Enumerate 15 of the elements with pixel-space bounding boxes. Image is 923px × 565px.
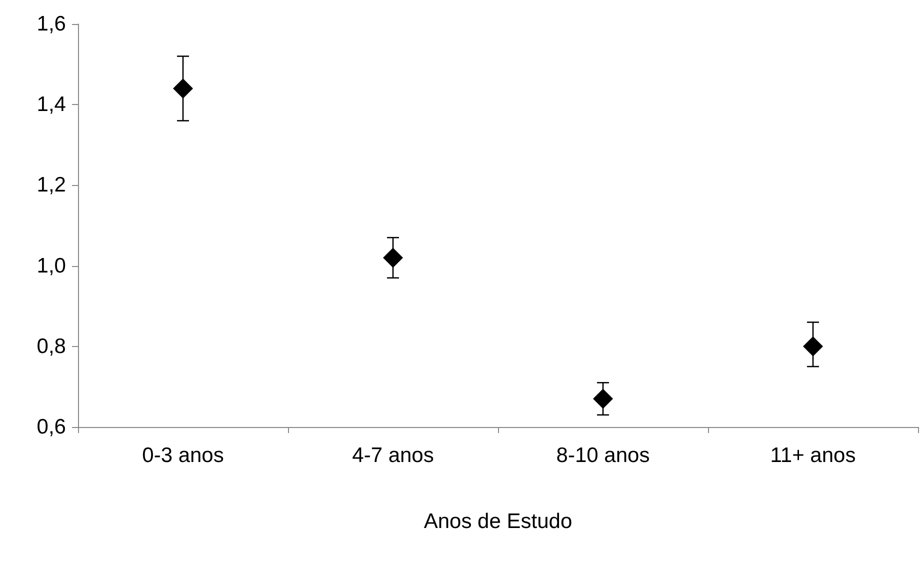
point [593, 388, 613, 409]
x-axis-title: Anos de Estudo [424, 510, 572, 533]
x-tick-label: 8-10 anos [556, 444, 650, 467]
x-tick-label: 11+ anos [770, 444, 856, 467]
y-tick-label: 1,6 [36, 12, 66, 36]
y-tick-label: 1,4 [36, 93, 66, 116]
x-tick-label: 4-7 anos [352, 444, 434, 467]
x-tick-label: 0-3 anos [142, 444, 224, 467]
y-tick-label: 0,6 [36, 416, 66, 438]
y-tick-label: 1,0 [36, 254, 66, 278]
point [173, 78, 193, 98]
y-tick-label: 1,2 [36, 174, 66, 197]
point [383, 248, 403, 268]
y-tick-label: 0,8 [36, 334, 66, 358]
point [803, 336, 823, 356]
